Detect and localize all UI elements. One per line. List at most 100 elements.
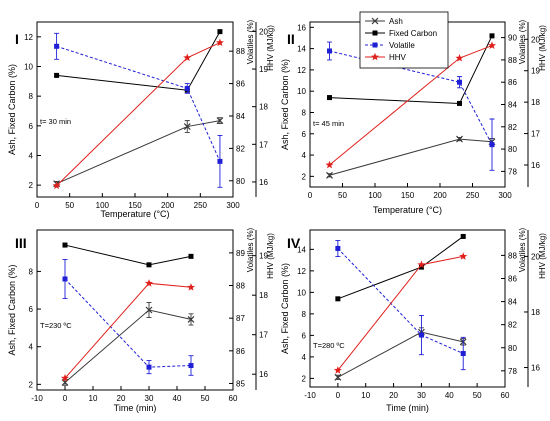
y-left-tick-label: 8: [302, 108, 307, 117]
data-point: [217, 158, 223, 164]
y-left-tick-label: 16: [297, 23, 306, 32]
x-axis-label: Temperature (°C): [100, 209, 169, 219]
data-point: [325, 160, 334, 169]
y-vol-tick-label: 85: [236, 379, 245, 388]
series-volatile: [327, 41, 495, 171]
x-axis-label: Time (min): [386, 403, 429, 413]
y-vol-axis-label: Volatiles (%): [518, 227, 527, 272]
data-point: [335, 245, 341, 251]
series-hhv: [61, 279, 195, 382]
x-tick-label: 50: [201, 394, 210, 403]
panel-IV: -10 0 10 20 30 40 50 60 Time (min) 2 4 6 8 10 12 14 Ash,…: [280, 227, 547, 413]
y-vol-tick-label: 86: [236, 80, 245, 89]
data-point: [455, 53, 464, 62]
panel-annotation: T=230 ºC: [40, 321, 72, 330]
panel-label: IV: [287, 235, 301, 251]
y-hhv-tick-label: 18: [531, 308, 540, 317]
legend: Ash Fixed Carbon Volatile HHV: [359, 11, 449, 69]
legend-item-ash: Ash: [365, 17, 403, 26]
data-point: [52, 181, 61, 190]
y-left-tick-label: 2: [29, 380, 34, 389]
y-left-tick-label: 4: [29, 151, 34, 160]
y-left-tick-label: 8: [29, 267, 34, 276]
plot-frame: [36, 229, 234, 391]
data-point: [215, 38, 224, 47]
panel-III: -10 0 10 20 30 40 50 60 Time (min) 2 4 6 8 Ash, Fixed…: [7, 227, 275, 413]
legend-label: Volatile: [389, 41, 415, 50]
y-vol-tick-label: 78: [508, 367, 517, 376]
y-vol-tick-label: 86: [508, 78, 517, 87]
series-fixed_carbon: [327, 33, 495, 106]
data-point: [187, 315, 195, 323]
series-ash: [334, 327, 467, 381]
data-point: [145, 306, 153, 314]
y-left-tick-label: 2: [302, 172, 307, 181]
y-vol-axis-label: Volatiles (%): [246, 19, 255, 64]
y-hhv-axis-label: HHV (MJ/kg): [266, 25, 275, 71]
panel-annotation: t= 30 min: [40, 117, 71, 126]
data-point: [183, 123, 191, 130]
legend-marker: [372, 30, 378, 36]
y-left-tick-label: 12: [297, 267, 306, 276]
y-hhv-axis-label: HHV (MJ/kg): [538, 233, 547, 279]
series-volatile: [62, 258, 194, 376]
data-point: [61, 373, 69, 382]
x-tick-label: 30: [417, 391, 426, 400]
panel-label: III: [15, 235, 27, 251]
y-hhv-tick-label: 16: [259, 370, 268, 379]
x-tick-label: 200: [433, 191, 447, 200]
plot-frame: [309, 229, 506, 388]
x-tick-label: 0: [35, 201, 40, 210]
legend-label: Ash: [389, 17, 403, 26]
y-vol-tick-label: 86: [236, 347, 245, 356]
series-line-fixed_carbon: [56, 31, 221, 91]
x-tick-label: 300: [498, 191, 512, 200]
y-vol-tick-label: 82: [508, 321, 517, 330]
y-hhv-tick-label: 20: [259, 27, 268, 36]
panel-II: 0 50 100 150 200 250 300 Temperature (°C) 2 4 6 8 10…: [280, 19, 547, 215]
data-point: [418, 264, 424, 270]
legend-label: Fixed Carbon: [389, 29, 437, 38]
y-left-tick-label: 4: [29, 343, 34, 352]
x-tick-label: 0: [308, 191, 313, 200]
y-vol-tick-label: 80: [508, 145, 517, 154]
legend-label: HHV: [389, 53, 407, 62]
y-vol-tick-label: 86: [508, 274, 517, 283]
x-tick-label: 30: [145, 394, 154, 403]
data-point: [327, 95, 332, 101]
data-point: [459, 252, 468, 260]
data-point: [184, 85, 190, 91]
data-point: [488, 41, 496, 49]
y-left-tick-label: 10: [297, 288, 306, 297]
x-tick-label: 40: [173, 394, 182, 403]
x-tick-label: 60: [501, 391, 510, 400]
data-point: [489, 142, 495, 148]
legend-marker: [371, 17, 379, 25]
y-hhv-tick-label: 20: [531, 252, 540, 261]
x-tick-label: 0: [336, 391, 341, 400]
y-vol-tick-label: 84: [508, 298, 517, 307]
panel-annotation: t= 45 min: [313, 119, 344, 128]
x-tick-label: 250: [466, 191, 480, 200]
y-hhv-tick-label: 16: [531, 161, 540, 170]
series-line-fixed_carbon: [64, 244, 192, 266]
y-vol-tick-label: 88: [236, 47, 245, 56]
series-volatile: [335, 239, 466, 371]
data-point: [54, 72, 60, 78]
y-vol-tick-label: 88: [508, 251, 517, 260]
data-point: [456, 135, 463, 143]
x-tick-label: 150: [401, 191, 415, 200]
y-vol-tick-label: 84: [508, 101, 517, 110]
data-point: [146, 364, 152, 370]
y-hhv-tick-label: 17: [259, 140, 268, 149]
x-tick-label: 20: [389, 391, 398, 400]
data-point: [54, 43, 60, 49]
data-point: [183, 53, 192, 62]
data-point: [457, 79, 462, 85]
series-line-ash: [64, 309, 192, 383]
data-point: [187, 283, 195, 291]
data-point: [334, 373, 342, 381]
series-hhv: [333, 252, 468, 374]
series-line-volatile: [64, 278, 192, 368]
